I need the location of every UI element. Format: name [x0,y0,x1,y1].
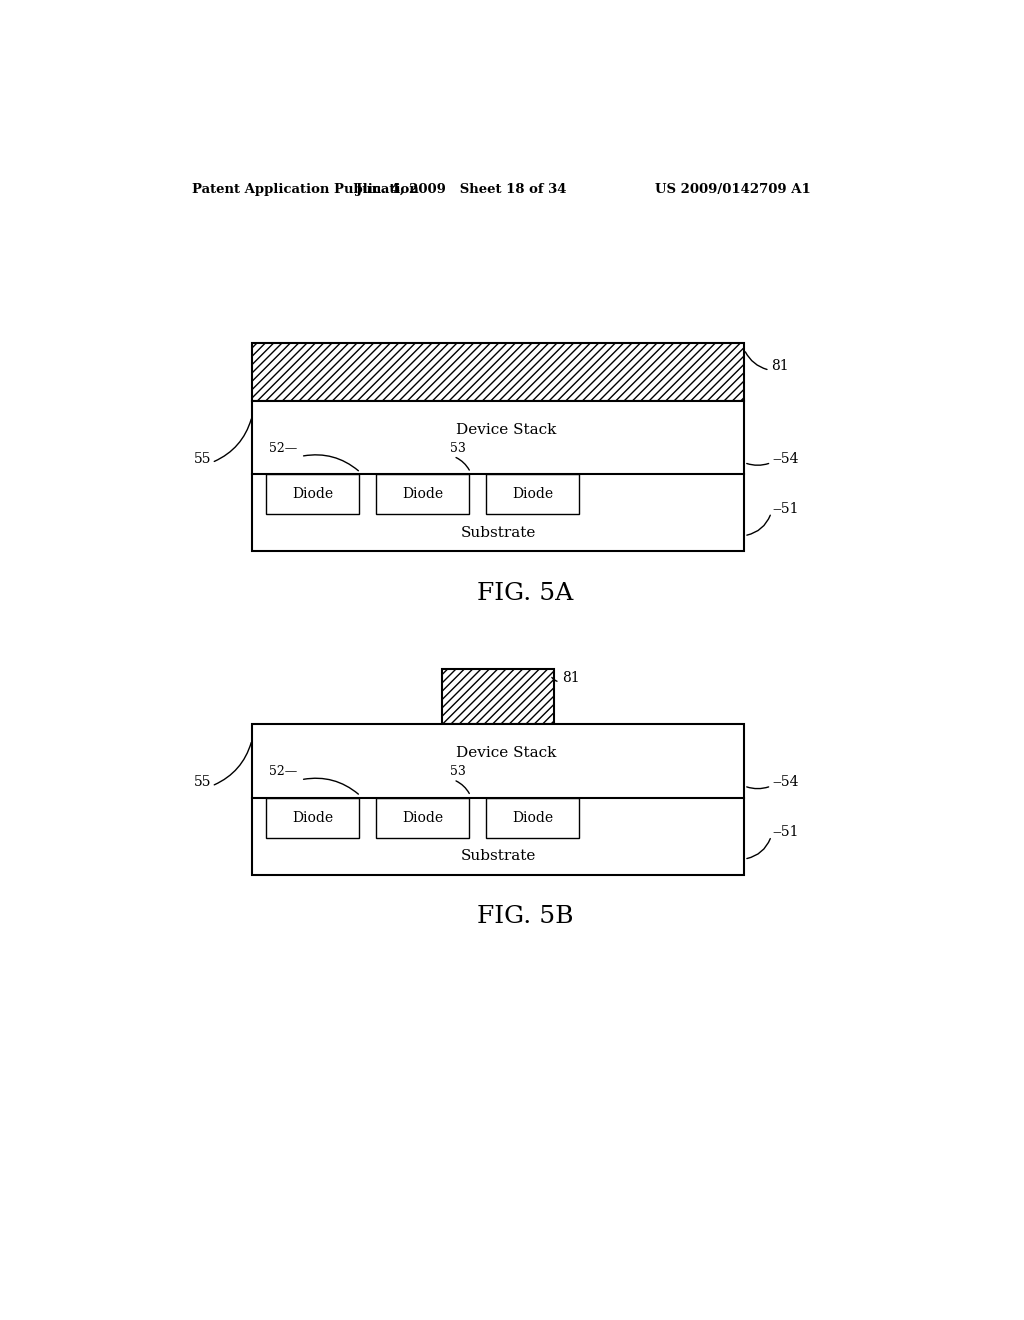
Text: Substrate: Substrate [461,525,536,540]
Text: Diode: Diode [512,810,553,825]
Text: Diode: Diode [512,487,553,502]
Bar [442,669,554,725]
Text: 81: 81 [771,359,788,374]
Bar [376,474,469,515]
Text: 52—: 52— [268,442,297,455]
Text: ‒51: ‒51 [773,502,800,516]
Text: ‒54: ‒54 [773,775,800,789]
Text: US 2009/0142709 A1: US 2009/0142709 A1 [655,183,811,197]
Text: ‒51: ‒51 [773,825,800,840]
Bar [266,797,359,838]
Text: 52—: 52— [268,766,297,779]
Text: Diode: Diode [402,810,443,825]
Text: ‒54: ‒54 [773,451,800,466]
Bar [486,797,579,838]
Text: 53: 53 [450,442,466,455]
Text: Diode: Diode [292,487,333,502]
Text: 55: 55 [194,775,211,789]
Text: Substrate: Substrate [461,849,536,863]
Text: 55: 55 [194,451,211,466]
Bar [252,725,744,875]
Text: Device Stack: Device Stack [456,746,556,760]
Text: FIG. 5B: FIG. 5B [476,906,573,928]
Text: Patent Application Publication: Patent Application Publication [191,183,418,197]
Text: FIG. 5A: FIG. 5A [477,582,572,605]
Bar [252,343,744,401]
Text: 81: 81 [562,671,580,685]
Text: Device Stack: Device Stack [456,422,556,437]
Text: Jun. 4, 2009   Sheet 18 of 34: Jun. 4, 2009 Sheet 18 of 34 [356,183,566,197]
Text: Diode: Diode [402,487,443,502]
Text: 53: 53 [450,766,466,779]
Bar [486,474,579,515]
Bar [252,401,744,552]
Bar [376,797,469,838]
Bar [266,474,359,515]
Text: Diode: Diode [292,810,333,825]
